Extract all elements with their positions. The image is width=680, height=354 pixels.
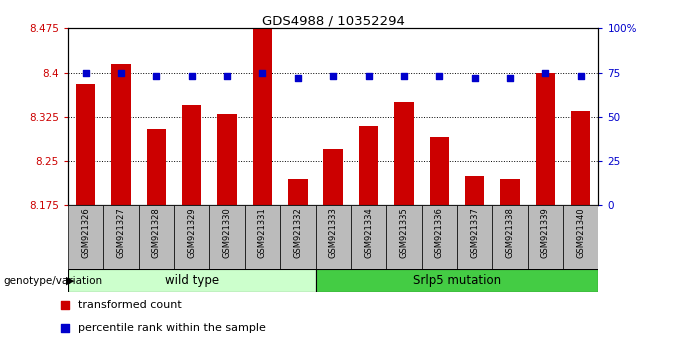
- Point: [398, 73, 409, 79]
- Text: GSM921338: GSM921338: [505, 207, 515, 258]
- Point: [575, 73, 586, 79]
- Text: GSM921340: GSM921340: [576, 207, 585, 258]
- Bar: [316, 205, 351, 269]
- Bar: [174, 205, 209, 269]
- Bar: [209, 205, 245, 269]
- Text: GSM921331: GSM921331: [258, 207, 267, 258]
- Text: GSM921337: GSM921337: [470, 207, 479, 258]
- Point: [151, 73, 162, 79]
- Text: GSM921336: GSM921336: [435, 207, 444, 258]
- Text: GSM921332: GSM921332: [293, 207, 303, 258]
- Bar: [68, 205, 103, 269]
- Bar: [536, 73, 555, 205]
- Point: [505, 75, 515, 81]
- Bar: [394, 102, 413, 205]
- Bar: [359, 126, 378, 205]
- Bar: [280, 205, 316, 269]
- Bar: [457, 205, 492, 269]
- Point: [116, 70, 126, 75]
- Text: GSM921330: GSM921330: [222, 207, 232, 258]
- Point: [80, 70, 91, 75]
- Bar: [76, 84, 95, 205]
- Text: genotype/variation: genotype/variation: [3, 275, 103, 286]
- Point: [257, 70, 268, 75]
- Bar: [386, 205, 422, 269]
- Bar: [253, 28, 272, 205]
- Title: GDS4988 / 10352294: GDS4988 / 10352294: [262, 14, 405, 27]
- Bar: [288, 179, 307, 205]
- Text: GSM921334: GSM921334: [364, 207, 373, 258]
- Text: GSM921327: GSM921327: [116, 207, 126, 258]
- Point: [222, 73, 233, 79]
- Point: [60, 325, 71, 331]
- Text: GSM921328: GSM921328: [152, 207, 161, 258]
- Bar: [465, 176, 484, 205]
- Bar: [103, 205, 139, 269]
- Point: [60, 302, 71, 308]
- Bar: [430, 137, 449, 205]
- Bar: [316, 269, 598, 292]
- Text: transformed count: transformed count: [78, 300, 182, 310]
- Text: GSM921329: GSM921329: [187, 207, 197, 258]
- Point: [292, 75, 303, 81]
- Text: Srlp5 mutation: Srlp5 mutation: [413, 274, 501, 287]
- Bar: [182, 105, 201, 205]
- Bar: [563, 205, 598, 269]
- Point: [469, 75, 480, 81]
- Bar: [492, 205, 528, 269]
- Bar: [245, 205, 280, 269]
- Text: percentile rank within the sample: percentile rank within the sample: [78, 323, 266, 333]
- Bar: [351, 205, 386, 269]
- Text: GSM921333: GSM921333: [328, 207, 338, 258]
- Point: [186, 73, 197, 79]
- Bar: [112, 64, 131, 205]
- Bar: [139, 205, 174, 269]
- Point: [363, 73, 374, 79]
- Point: [434, 73, 445, 79]
- Bar: [324, 149, 343, 205]
- Point: [328, 73, 339, 79]
- Text: ▶: ▶: [66, 275, 75, 286]
- Text: GSM921335: GSM921335: [399, 207, 409, 258]
- Bar: [68, 269, 316, 292]
- Bar: [571, 111, 590, 205]
- Bar: [528, 205, 563, 269]
- Text: GSM921326: GSM921326: [81, 207, 90, 258]
- Bar: [422, 205, 457, 269]
- Bar: [218, 114, 237, 205]
- Bar: [147, 129, 166, 205]
- Point: [540, 70, 551, 75]
- Bar: [500, 179, 520, 205]
- Text: GSM921339: GSM921339: [541, 207, 550, 258]
- Text: wild type: wild type: [165, 274, 219, 287]
